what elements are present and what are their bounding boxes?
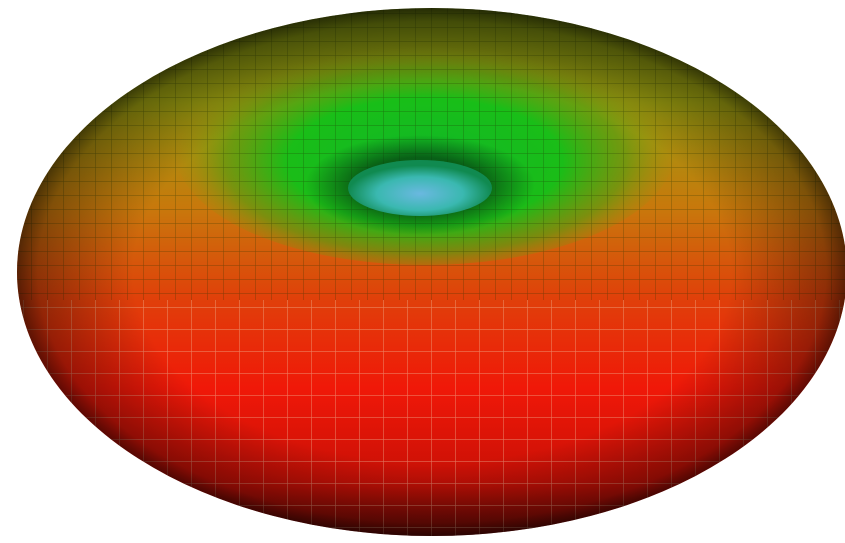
edge-shading (17, 8, 845, 536)
